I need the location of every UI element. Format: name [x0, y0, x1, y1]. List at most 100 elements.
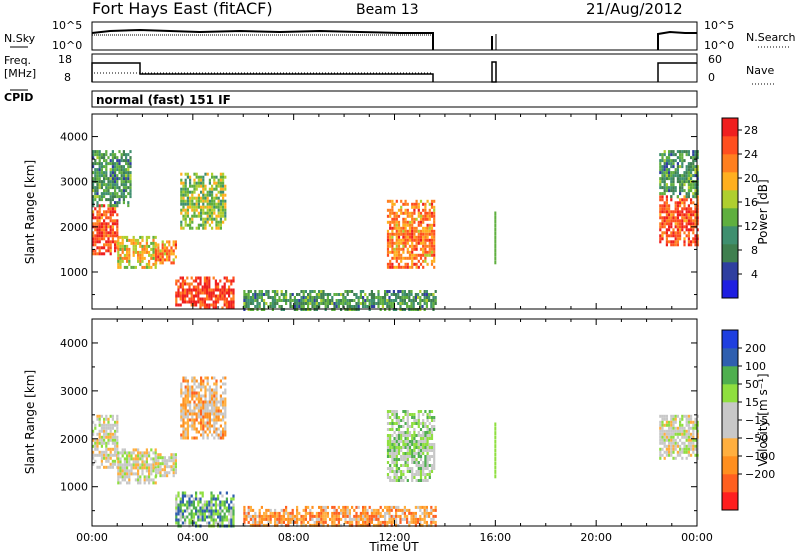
velocity-echo-cell — [126, 469, 129, 473]
velocity-echo-cell — [243, 517, 246, 521]
velocity-colorbar-tick-label: −50 — [745, 432, 768, 445]
velocity-echo-cell — [676, 453, 679, 457]
velocity-echo-cell — [119, 460, 122, 464]
velocity-echo-cell — [400, 455, 403, 458]
power-echo-cell — [676, 195, 679, 199]
velocity-echo-cell — [326, 511, 329, 515]
velocity-echo-cell — [105, 459, 108, 463]
power-echo-cell — [92, 210, 95, 214]
power-echo-cell — [683, 177, 686, 181]
velocity-echo-cell — [100, 444, 103, 448]
power-echo-cell — [406, 211, 409, 215]
velocity-echo-cell — [668, 429, 671, 433]
velocity-echo-cell — [105, 444, 108, 448]
power-echo-cell — [424, 247, 427, 251]
power-echo-cell — [223, 291, 226, 295]
power-echo-cell — [386, 232, 390, 236]
power-echo-cell — [137, 238, 140, 242]
power-echo-cell — [197, 184, 200, 188]
power-echo-cell — [199, 303, 202, 307]
power-echo-cell — [100, 198, 103, 202]
power-echo-cell — [212, 276, 215, 280]
velocity-echo-cell — [670, 420, 673, 424]
power-echo-cell — [143, 256, 146, 260]
velocity-echo-cell — [401, 508, 404, 512]
power-echo-cell — [370, 305, 373, 308]
power-echo-cell — [191, 190, 194, 194]
power-echo-cell — [243, 299, 246, 302]
power-echo-cell — [676, 216, 679, 220]
power-echo-cell — [203, 279, 206, 283]
power-echo-cell — [128, 250, 131, 254]
cpid-label: CPID — [4, 91, 33, 104]
power-echo-cell — [355, 293, 358, 296]
velocity-echo-cell — [215, 388, 218, 392]
velocity-echo-cell — [155, 474, 158, 478]
power-echo-cell — [107, 249, 110, 253]
velocity-echo-cell — [406, 514, 409, 518]
velocity-echo-cell — [116, 447, 119, 451]
power-echo-cell — [211, 211, 214, 215]
velocity-echo-cell — [98, 414, 101, 418]
velocity-echo-cell — [665, 435, 668, 439]
power-echo-cell — [694, 237, 697, 241]
velocity-colorbar-swatch — [722, 456, 738, 475]
power-echo-cell — [422, 235, 425, 239]
velocity-echo-cell — [291, 514, 294, 518]
power-echo-cell — [685, 222, 688, 226]
velocity-echo-cell — [145, 478, 148, 482]
power-echo-cell — [302, 290, 305, 293]
power-echo-cell — [213, 217, 216, 221]
power-echo-cell — [428, 223, 431, 227]
power-echo-cell — [200, 178, 203, 182]
nsearch-label: N.Search — [746, 31, 796, 44]
power-echo-cell — [400, 232, 403, 236]
velocity-echo-cell — [212, 512, 215, 516]
power-echo-cell — [260, 290, 263, 293]
power-echo-cell — [174, 240, 177, 244]
power-echo-cell — [659, 159, 662, 163]
velocity-echoes — [92, 376, 699, 528]
velocity-echo-cell — [404, 464, 407, 467]
power-echo-cell — [129, 159, 132, 163]
velocity-echo-cell — [395, 511, 398, 515]
power-echo-cell — [417, 253, 420, 257]
power-echo-cell — [672, 231, 675, 235]
power-echo-cell — [232, 276, 235, 280]
velocity-echo-cell — [404, 461, 407, 464]
velocity-echo-cell — [415, 434, 418, 437]
power-echo-cell — [121, 235, 124, 239]
velocity-echo-cell — [388, 517, 391, 521]
power-echo-cell — [107, 207, 110, 211]
velocity-echo-cell — [386, 511, 389, 515]
velocity-echo-cell — [267, 517, 270, 521]
velocity-echo-cell — [659, 420, 662, 424]
power-echo-cell — [668, 189, 671, 193]
velocity-echo-cell — [100, 429, 103, 433]
power-echo-cell — [109, 177, 112, 181]
power-echo-cell — [362, 299, 365, 302]
velocity-echo-cell — [402, 473, 405, 476]
velocity-echo-cell — [192, 500, 195, 504]
velocity-echo-cell — [411, 449, 414, 452]
power-echo-cell — [217, 226, 220, 230]
power-echo-cell — [337, 293, 340, 296]
velocity-echo-cell — [152, 463, 155, 467]
power-echo-cell — [672, 153, 675, 157]
velocity-echo-cell — [100, 435, 103, 439]
velocity-echo-cell — [692, 426, 695, 430]
power-echo-cell — [184, 279, 187, 283]
velocity-echo-cell — [107, 438, 110, 442]
velocity-echo-cell — [126, 466, 129, 470]
power-echo-cell — [215, 223, 218, 227]
power-echo-cell — [411, 247, 414, 251]
velocity-echo-cell — [191, 385, 194, 389]
velocity-echo-cell — [311, 517, 314, 521]
velocity-echo-cell — [230, 518, 233, 522]
power-echo-cell — [672, 186, 675, 190]
power-echo-cell — [419, 256, 423, 260]
power-echo-cell — [208, 187, 211, 191]
power-echo-cell — [200, 223, 203, 227]
power-echo-cell — [426, 223, 429, 227]
velocity-colorbar-swatch — [722, 384, 738, 403]
